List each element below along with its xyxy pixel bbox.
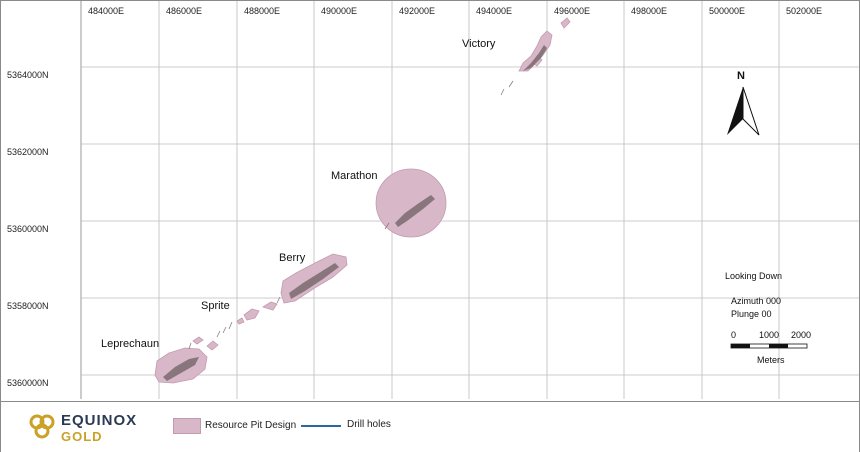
label-leprechaun: Leprechaun <box>101 338 159 350</box>
north-arrow: N <box>727 70 760 136</box>
legend-pit-swatch <box>173 418 201 434</box>
legend-pit-label: Resource Pit Design <box>205 420 297 431</box>
northing-labels: 5364000N 5362000N 5360000N 5358000N 5360000N <box>7 70 49 388</box>
logo-line1: EQUINOX <box>61 412 138 429</box>
pit-sprite-c <box>236 317 245 325</box>
north-arrow-icon <box>727 87 743 135</box>
easting-label: 490000E <box>321 6 357 16</box>
pit-sprite-e <box>192 336 204 345</box>
pit-sprite-a <box>243 308 260 321</box>
easting-label: 502000E <box>786 6 822 16</box>
equinox-logo-icon <box>29 414 55 439</box>
easting-label: 494000E <box>476 6 512 16</box>
northing-label: 5362000N <box>7 147 49 157</box>
pit-shapes <box>154 17 571 384</box>
scale-unit: Meters <box>757 355 785 365</box>
pit-sprite-d <box>206 340 219 351</box>
legend-drill-swatch <box>301 425 341 427</box>
northing-label: 5364000N <box>7 70 49 80</box>
easting-label: 484000E <box>88 6 124 16</box>
pit-victory-north <box>560 17 571 29</box>
label-victory: Victory <box>462 38 496 50</box>
pit-marathon <box>375 168 447 238</box>
label-sprite: Sprite <box>201 300 230 312</box>
northing-label: 5360000N <box>7 224 49 234</box>
scale-bar: 0 1000 2000 Meters <box>730 330 811 365</box>
pit-sprite-b <box>262 301 278 311</box>
easting-label: 486000E <box>166 6 202 16</box>
scale-tick-2: 2000 <box>791 330 811 340</box>
logo-line2: GOLD <box>61 429 103 444</box>
view-azimuth: Azimuth 000 <box>731 296 781 306</box>
drill-hole-clusters <box>163 45 547 381</box>
easting-labels: 484000E 486000E 488000E 490000E 492000E 49400… <box>88 6 822 16</box>
northing-grid <box>81 66 859 376</box>
map-canvas: 484000E 486000E 488000E 490000E 492000E 49400… <box>7 1 859 399</box>
northing-label: 5360000N <box>7 378 49 388</box>
label-berry: Berry <box>279 252 306 264</box>
northing-label: 5358000N <box>7 301 49 311</box>
legend-drill-label: Drill holes <box>347 419 391 430</box>
easting-label: 488000E <box>244 6 280 16</box>
scale-tick-1: 1000 <box>759 330 779 340</box>
easting-label: 492000E <box>399 6 435 16</box>
scale-tick-0: 0 <box>731 330 736 340</box>
north-arrow-label: N <box>737 70 745 82</box>
label-marathon: Marathon <box>331 170 377 182</box>
easting-label: 500000E <box>709 6 745 16</box>
legend-bar: EQUINOX GOLD Resource Pit Design Drill h… <box>1 401 859 452</box>
easting-label: 496000E <box>554 6 590 16</box>
easting-label: 498000E <box>631 6 667 16</box>
view-plunge: Plunge 00 <box>731 309 772 319</box>
view-looking: Looking Down <box>725 271 782 281</box>
drill-hole-traces <box>188 80 514 350</box>
